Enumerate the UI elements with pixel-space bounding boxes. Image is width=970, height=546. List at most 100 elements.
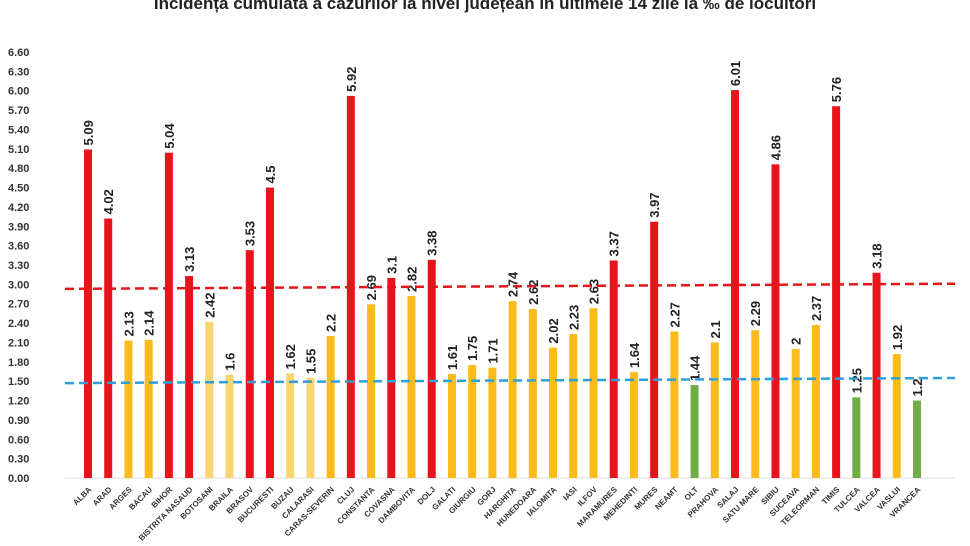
data-label: 1.25 <box>849 368 864 393</box>
x-tick-label: OLT <box>683 485 700 502</box>
bar <box>731 90 740 478</box>
bar <box>144 339 153 478</box>
bar <box>852 397 861 478</box>
bar <box>569 334 578 478</box>
data-label: 3.97 <box>647 192 662 217</box>
data-label: 2.82 <box>405 267 420 292</box>
y-tick-label: 0.60 <box>8 434 29 446</box>
data-label: 1.92 <box>890 325 905 350</box>
data-label: 3.18 <box>870 243 885 268</box>
data-label: 1.61 <box>445 345 460 370</box>
bar <box>306 377 315 478</box>
bar <box>367 304 376 478</box>
bar <box>913 400 921 478</box>
bar <box>791 348 800 478</box>
data-label: 1.44 <box>688 355 703 381</box>
bar <box>751 330 760 478</box>
bar <box>286 373 295 478</box>
y-tick-label: 4.50 <box>8 183 29 195</box>
data-label: 2.13 <box>121 311 136 336</box>
bar <box>326 336 335 478</box>
data-label: 2.29 <box>748 301 763 326</box>
data-label: 2 <box>789 338 804 345</box>
data-label: 4.02 <box>101 189 116 214</box>
y-tick-label: 2.40 <box>8 318 29 330</box>
bar <box>488 367 497 478</box>
data-label: 2.62 <box>526 280 541 305</box>
y-tick-label: 5.70 <box>8 105 29 117</box>
bar <box>124 340 133 478</box>
data-label: 6.01 <box>728 61 743 86</box>
bar <box>468 365 477 478</box>
data-label: 2.37 <box>809 296 824 321</box>
y-tick-label: 0.90 <box>8 415 29 427</box>
data-label: 4.5 <box>263 165 278 183</box>
data-label: 3.1 <box>384 256 399 274</box>
bar <box>185 275 194 478</box>
data-label: 4.86 <box>768 135 783 160</box>
x-tick-label: ALBA <box>71 485 93 507</box>
data-label: 5.92 <box>344 67 359 92</box>
data-label: 3.37 <box>607 231 622 256</box>
data-label: 1.64 <box>627 342 642 368</box>
data-label: 1.62 <box>283 344 298 369</box>
data-label: 5.76 <box>829 77 844 102</box>
bar <box>872 272 881 478</box>
bar <box>670 331 679 478</box>
bar <box>710 342 719 478</box>
data-label: 2.42 <box>202 292 217 317</box>
y-tick-label: 5.40 <box>8 124 29 136</box>
data-label: 1.55 <box>303 349 318 374</box>
bar <box>447 374 456 478</box>
data-label: 2.23 <box>566 305 581 330</box>
bar <box>245 250 254 478</box>
y-tick-label: 4.80 <box>8 163 29 175</box>
data-label: 3.38 <box>425 231 440 256</box>
bar <box>690 385 699 478</box>
y-tick-label: 0.30 <box>8 454 29 466</box>
y-tick-label: 1.50 <box>8 376 29 388</box>
bar <box>589 308 598 478</box>
bar <box>811 325 820 478</box>
x-tick-label: IASI <box>561 485 578 502</box>
bar <box>771 164 780 479</box>
data-label: 1.2 <box>910 378 925 396</box>
bar <box>225 374 234 478</box>
y-tick-label: 0.00 <box>8 473 29 485</box>
bar <box>832 106 841 478</box>
data-label: 2.1 <box>708 320 723 338</box>
bar <box>650 221 659 478</box>
data-label: 2.27 <box>667 302 682 327</box>
bar <box>629 372 638 478</box>
y-tick-label: 3.90 <box>8 221 29 233</box>
data-label: 5.04 <box>162 123 177 149</box>
bar <box>427 259 436 478</box>
bar <box>549 347 558 478</box>
bar <box>407 295 416 478</box>
data-label: 2.14 <box>142 310 157 336</box>
data-label: 1.71 <box>485 338 500 363</box>
bar <box>609 260 618 478</box>
bar <box>892 354 901 478</box>
chart-title: Incidența cumulată a cazurilor la nivel … <box>153 0 817 13</box>
data-label: 3.53 <box>243 221 258 246</box>
bar <box>387 277 396 478</box>
bar <box>164 152 173 478</box>
data-label: 1.75 <box>465 336 480 361</box>
y-tick-label: 4.20 <box>8 202 29 214</box>
reference-line <box>64 282 956 291</box>
data-label: 2.74 <box>506 271 521 297</box>
reference-line <box>64 376 956 385</box>
y-tick-label: 6.00 <box>8 86 29 98</box>
bar <box>528 308 537 478</box>
data-label: 2.02 <box>546 318 561 343</box>
data-label: 2.63 <box>586 279 601 304</box>
data-label: 2.69 <box>364 275 379 300</box>
y-tick-label: 3.30 <box>8 260 29 272</box>
y-tick-label: 6.30 <box>8 66 29 78</box>
x-tick-label: NEAMT <box>653 485 680 512</box>
y-tick-label: 2.10 <box>8 337 29 349</box>
y-tick-label: 1.80 <box>8 357 29 369</box>
